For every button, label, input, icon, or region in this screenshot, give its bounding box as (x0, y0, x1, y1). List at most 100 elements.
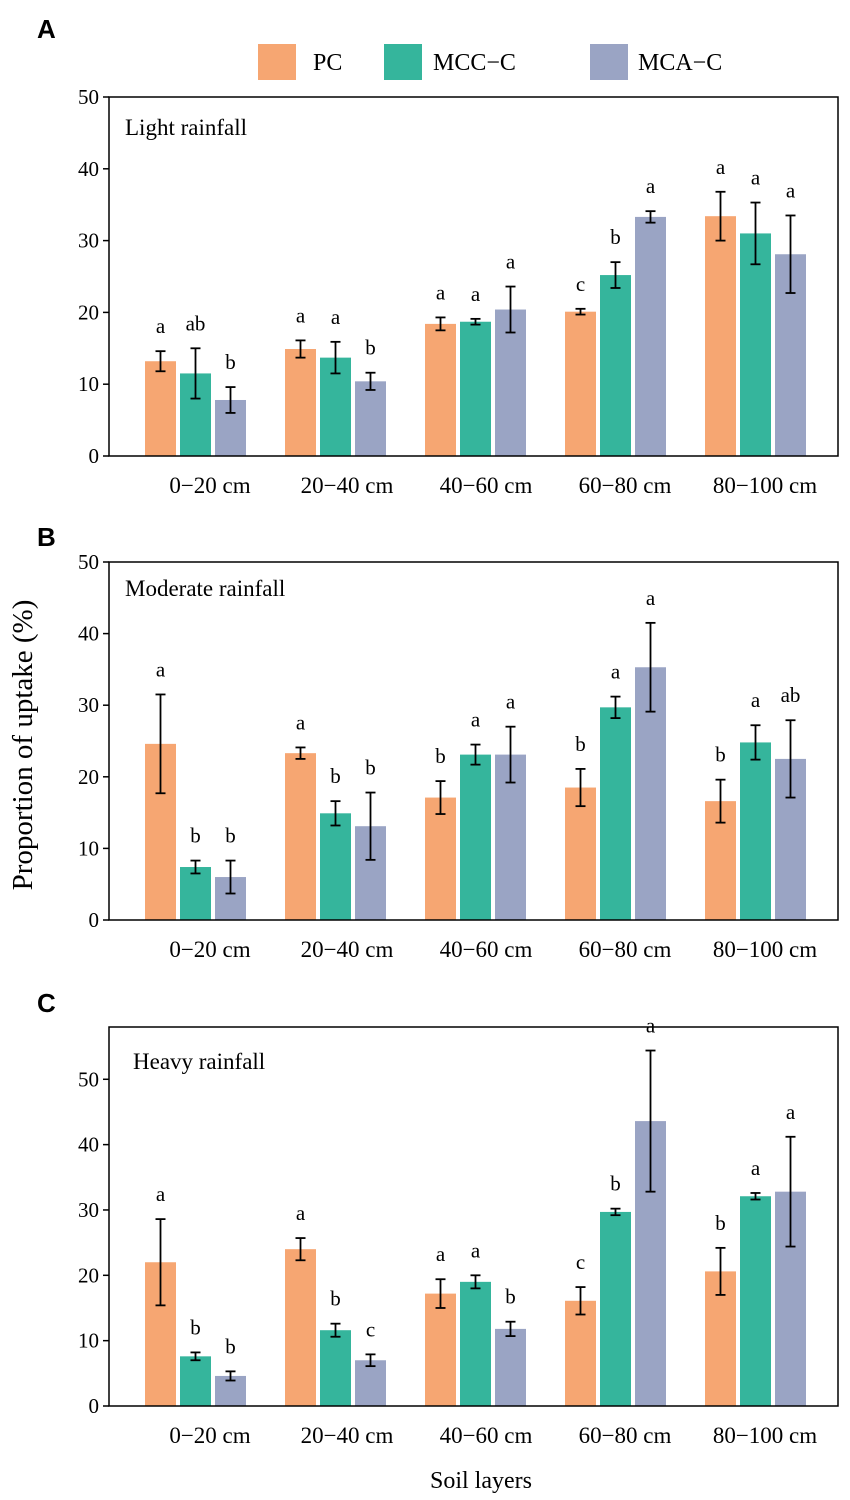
bar-C-s0-c1 (285, 1249, 316, 1406)
y-tick-label: 30 (78, 1198, 99, 1222)
error-bar-B-s0-c1 (295, 746, 306, 760)
x-tick-label: 20−40 cm (301, 473, 394, 498)
bar-C-s0-c2 (425, 1293, 456, 1406)
panel-label: A (37, 14, 56, 44)
y-tick-label: 50 (78, 550, 99, 574)
sig-letter-A-s2-c0: b (225, 350, 236, 374)
x-tick-label: 80−100 cm (713, 1423, 817, 1448)
x-tick-label: 20−40 cm (301, 1423, 394, 1448)
error-bar-A-s0-c3 (575, 307, 586, 316)
error-bar-B-s2-c4 (785, 719, 796, 799)
y-tick-label: 10 (78, 1329, 99, 1353)
error-bar-C-s1-c1 (330, 1322, 341, 1338)
error-bar-B-s0-c2 (435, 780, 446, 815)
sig-letter-C-s1-c1: b (330, 1287, 341, 1311)
error-bar-A-s0-c0 (155, 350, 166, 373)
y-tick-label: 40 (78, 622, 99, 646)
bar-A-s1-c3 (600, 275, 631, 456)
error-bar-A-s1-c0 (190, 347, 201, 400)
bar-B-s1-c0 (180, 867, 211, 920)
y-tick-label: 0 (89, 444, 100, 468)
error-bar-B-s1-c1 (330, 800, 341, 827)
error-bar-B-s1-c0 (190, 859, 201, 875)
bar-A-s0-c2 (425, 323, 456, 456)
panel-title: Heavy rainfall (133, 1049, 265, 1074)
bar-B-s0-c3 (565, 787, 596, 920)
y-tick-label: 0 (89, 1394, 100, 1418)
x-tick-label: 40−60 cm (440, 473, 533, 498)
error-bar-B-s1-c2 (470, 743, 481, 766)
panel-frame (108, 1026, 839, 1407)
error-bar-A-s2-c2 (505, 285, 516, 334)
x-tick-label: 0−20 cm (169, 937, 250, 962)
sig-letter-B-s1-c0: b (190, 824, 201, 848)
error-bar-C-s1-c0 (190, 1351, 201, 1362)
error-bar-C-s1-c4 (750, 1192, 761, 1201)
bar-B-s0-c1 (285, 753, 316, 920)
y-tick-label: 10 (78, 372, 99, 396)
error-bar-A-s1-c2 (470, 317, 481, 326)
panel-frame (108, 561, 839, 921)
bar-C-s2-c1 (355, 1360, 386, 1406)
legend-swatch-2 (590, 44, 628, 80)
bar-B-s1-c3 (600, 707, 631, 920)
x-tick-label: 60−80 cm (579, 937, 672, 962)
y-tick-label: 0 (89, 908, 100, 932)
error-bar-A-s2-c4 (785, 214, 796, 294)
y-tick-label: 40 (78, 1133, 99, 1157)
x-tick-label: 60−80 cm (579, 473, 672, 498)
error-bar-C-s1-c3 (610, 1207, 621, 1217)
sig-letter-B-s0-c1: a (296, 710, 306, 734)
error-bar-A-s2-c0 (225, 386, 236, 414)
sig-letter-A-s0-c1: a (296, 303, 306, 327)
error-bar-B-s1-c3 (610, 695, 621, 719)
y-tick-label: 20 (78, 300, 99, 324)
sig-letter-B-s2-c1: b (365, 756, 376, 780)
sig-letter-C-s1-c4: a (751, 1156, 761, 1180)
panel-title: Light rainfall (125, 115, 247, 140)
legend-label-0: PC (313, 50, 342, 76)
error-bar-A-s1-c1 (330, 340, 341, 375)
y-tick-label: 40 (78, 157, 99, 181)
sig-letter-A-s2-c2: a (506, 250, 516, 274)
sig-letter-C-s1-c2: a (471, 1238, 481, 1262)
error-bar-C-s0-c1 (295, 1237, 306, 1262)
sig-letter-B-s1-c2: a (471, 708, 481, 732)
x-tick-label: 80−100 cm (713, 937, 817, 962)
error-bar-B-s0-c0 (155, 693, 166, 795)
bar-C-s1-c3 (600, 1211, 631, 1406)
sig-letter-C-s2-c2: b (505, 1285, 516, 1309)
bar-A-s0-c1 (285, 349, 316, 456)
sig-letter-C-s0-c2: a (436, 1242, 446, 1266)
sig-letter-A-s2-c3: a (646, 174, 656, 198)
error-bar-B-s0-c3 (575, 768, 586, 808)
x-tick-label: 80−100 cm (713, 473, 817, 498)
bar-C-s1-c0 (180, 1356, 211, 1406)
y-tick-label: 50 (78, 1067, 99, 1091)
bar-B-s0-c2 (425, 797, 456, 920)
error-bar-A-s0-c2 (435, 316, 446, 332)
error-bar-B-s2-c2 (505, 725, 516, 784)
sig-letter-A-s0-c0: a (156, 314, 166, 338)
error-bar-B-s2-c3 (645, 621, 656, 713)
error-bar-C-s0-c3 (575, 1286, 586, 1316)
error-bar-B-s2-c0 (225, 859, 236, 895)
legend-label-1: MCC−C (433, 50, 516, 76)
legend-swatch-0 (258, 44, 296, 80)
y-tick-label: 10 (78, 836, 99, 860)
sig-letter-B-s2-c0: b (225, 824, 236, 848)
bar-A-s0-c0 (145, 361, 176, 456)
error-bar-C-s2-c1 (365, 1353, 376, 1368)
bar-A-s1-c4 (740, 233, 771, 456)
error-bar-A-s1-c3 (610, 261, 621, 289)
sig-letter-C-s2-c1: c (366, 1317, 375, 1341)
x-axis-label: Soil layers (430, 1468, 532, 1494)
error-bar-A-s2-c1 (365, 371, 376, 391)
sig-letter-C-s0-c4: b (715, 1211, 726, 1235)
sig-letter-A-s1-c0: ab (186, 311, 206, 335)
sig-letter-A-s2-c1: b (365, 336, 376, 360)
sig-letter-B-s0-c4: b (715, 743, 726, 767)
